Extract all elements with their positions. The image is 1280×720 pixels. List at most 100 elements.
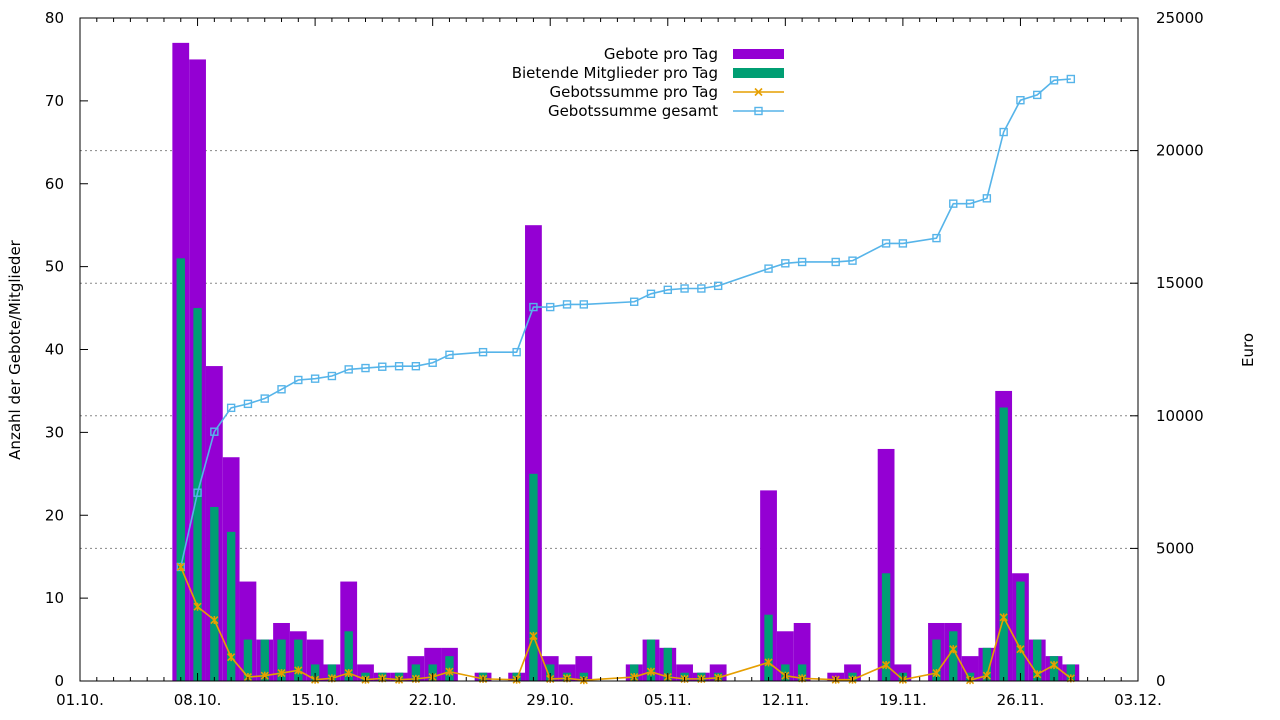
y-tick-label: 70: [45, 92, 64, 110]
bar-mitglieder: [176, 258, 185, 681]
point-gesamt: [999, 127, 1008, 137]
point-gesamt: [478, 347, 488, 357]
legend-entry: Gebotssumme pro Tag: [550, 83, 784, 101]
bars: [172, 42, 1080, 682]
bar-mitglieder: [294, 639, 303, 681]
x-tick-label: 08.10.: [174, 691, 222, 709]
point-gesamt: [831, 257, 840, 267]
bar-mitglieder: [999, 407, 1008, 681]
bar-mitglieder: [646, 639, 656, 681]
legend-entry: Bietende Mitglieder pro Tag: [512, 64, 784, 82]
point-tag: [1016, 645, 1025, 654]
bar-mitglieder: [797, 664, 807, 681]
bar-mitglieder: [210, 506, 219, 681]
legend-entry: Gebote pro Tag: [604, 45, 784, 63]
point-gesamt: [797, 257, 807, 267]
point-gesamt: [1049, 76, 1059, 85]
point-tag: [882, 661, 891, 670]
point-gesamt: [663, 285, 672, 295]
lines: [176, 74, 1076, 685]
point-tag: [646, 667, 656, 676]
point-tag: [764, 658, 773, 667]
legend-label: Gebotssumme gesamt: [548, 102, 718, 120]
point-gesamt: [361, 363, 370, 373]
legend-label: Gebote pro Tag: [604, 45, 718, 63]
point-tag: [999, 613, 1008, 622]
y-tick-label: 50: [45, 258, 64, 276]
y2-tick-label: 15000: [1156, 274, 1204, 292]
point-gesamt: [562, 300, 572, 309]
y-tick-label: 0: [54, 672, 64, 690]
legend-label: Bietende Mitglieder pro Tag: [512, 64, 718, 82]
point-gesamt: [260, 394, 269, 403]
x-tick-label: 22.10.: [409, 691, 457, 709]
point-gesamt: [226, 403, 236, 413]
point-tag: [1049, 661, 1059, 670]
bar-mitglieder: [260, 639, 269, 681]
bar-mitglieder: [764, 614, 773, 681]
point-tag: [176, 562, 185, 572]
point-tag: [932, 668, 941, 678]
bar-mitglieder: [1066, 664, 1076, 681]
x-tick-label: 15.10.: [291, 691, 339, 709]
point-gesamt: [680, 284, 689, 293]
point-gesamt: [378, 362, 387, 371]
tick-labels: 0 10 20 30 40 50 60 70 80 0 5000 10000 15000 20000 250…: [45, 9, 1204, 709]
point-gesamt: [243, 399, 253, 409]
point-gesamt: [848, 256, 857, 265]
point-gesamt: [898, 239, 908, 248]
bar-mitglieder: [949, 631, 958, 681]
point-gesamt: [546, 302, 555, 312]
bar-mitglieder: [1033, 639, 1042, 681]
y2-tick-label: 25000: [1156, 9, 1204, 27]
point-gesamt: [646, 289, 656, 299]
point-tag: [529, 631, 538, 640]
point-gesamt: [697, 284, 706, 293]
series-line: [179, 78, 1071, 568]
point-gesamt: [629, 297, 639, 306]
point-tag: [949, 645, 958, 654]
x-tick-label: 29.10.: [526, 691, 574, 709]
bar-mitglieder: [243, 639, 253, 681]
point-gesamt: [529, 302, 538, 312]
y-tick-label: 80: [45, 9, 64, 27]
point-tag: [277, 668, 286, 678]
point-gesamt: [210, 427, 219, 436]
point-gesamt: [277, 385, 286, 394]
legend-label: Gebotssumme pro Tag: [550, 83, 719, 101]
x-tick-label: 01.10.: [56, 691, 104, 709]
y-tick-label: 30: [45, 423, 64, 441]
legend-swatch-mitglieder: [733, 68, 784, 78]
y-axis-title: Anzahl der Gebote/Mitglieder: [6, 239, 24, 460]
point-gesamt: [713, 281, 723, 291]
point-tag: [344, 668, 353, 678]
bar-mitglieder: [277, 639, 286, 681]
point-gesamt: [1016, 96, 1025, 105]
point-gesamt: [512, 347, 521, 357]
point-gesamt: [344, 365, 353, 374]
point-tag: [193, 602, 202, 611]
bar-mitglieder: [428, 664, 437, 681]
point-tag: [210, 615, 219, 625]
point-gesamt: [411, 362, 421, 371]
point-gesamt: [949, 199, 958, 208]
point-gesamt: [1066, 74, 1076, 84]
point-gesamt: [982, 194, 992, 203]
point-gesamt: [327, 371, 337, 381]
bar-mitglieder: [529, 473, 538, 681]
y2-tick-label: 5000: [1156, 539, 1194, 557]
bar-mitglieder: [1016, 581, 1025, 681]
x-tick-label: 05.11.: [644, 691, 692, 709]
bar-mitglieder: [226, 531, 236, 681]
point-tag: [294, 666, 303, 675]
bar-mitglieder: [344, 631, 353, 681]
bar-mitglieder: [310, 664, 320, 681]
bar-mitglieder: [881, 573, 891, 681]
point-gesamt: [294, 375, 303, 385]
x-tick-label: 12.11.: [761, 691, 809, 709]
legend-swatch-gebote: [733, 49, 784, 59]
bar-mitglieder: [663, 647, 672, 681]
bar-mitglieder: [932, 639, 941, 681]
